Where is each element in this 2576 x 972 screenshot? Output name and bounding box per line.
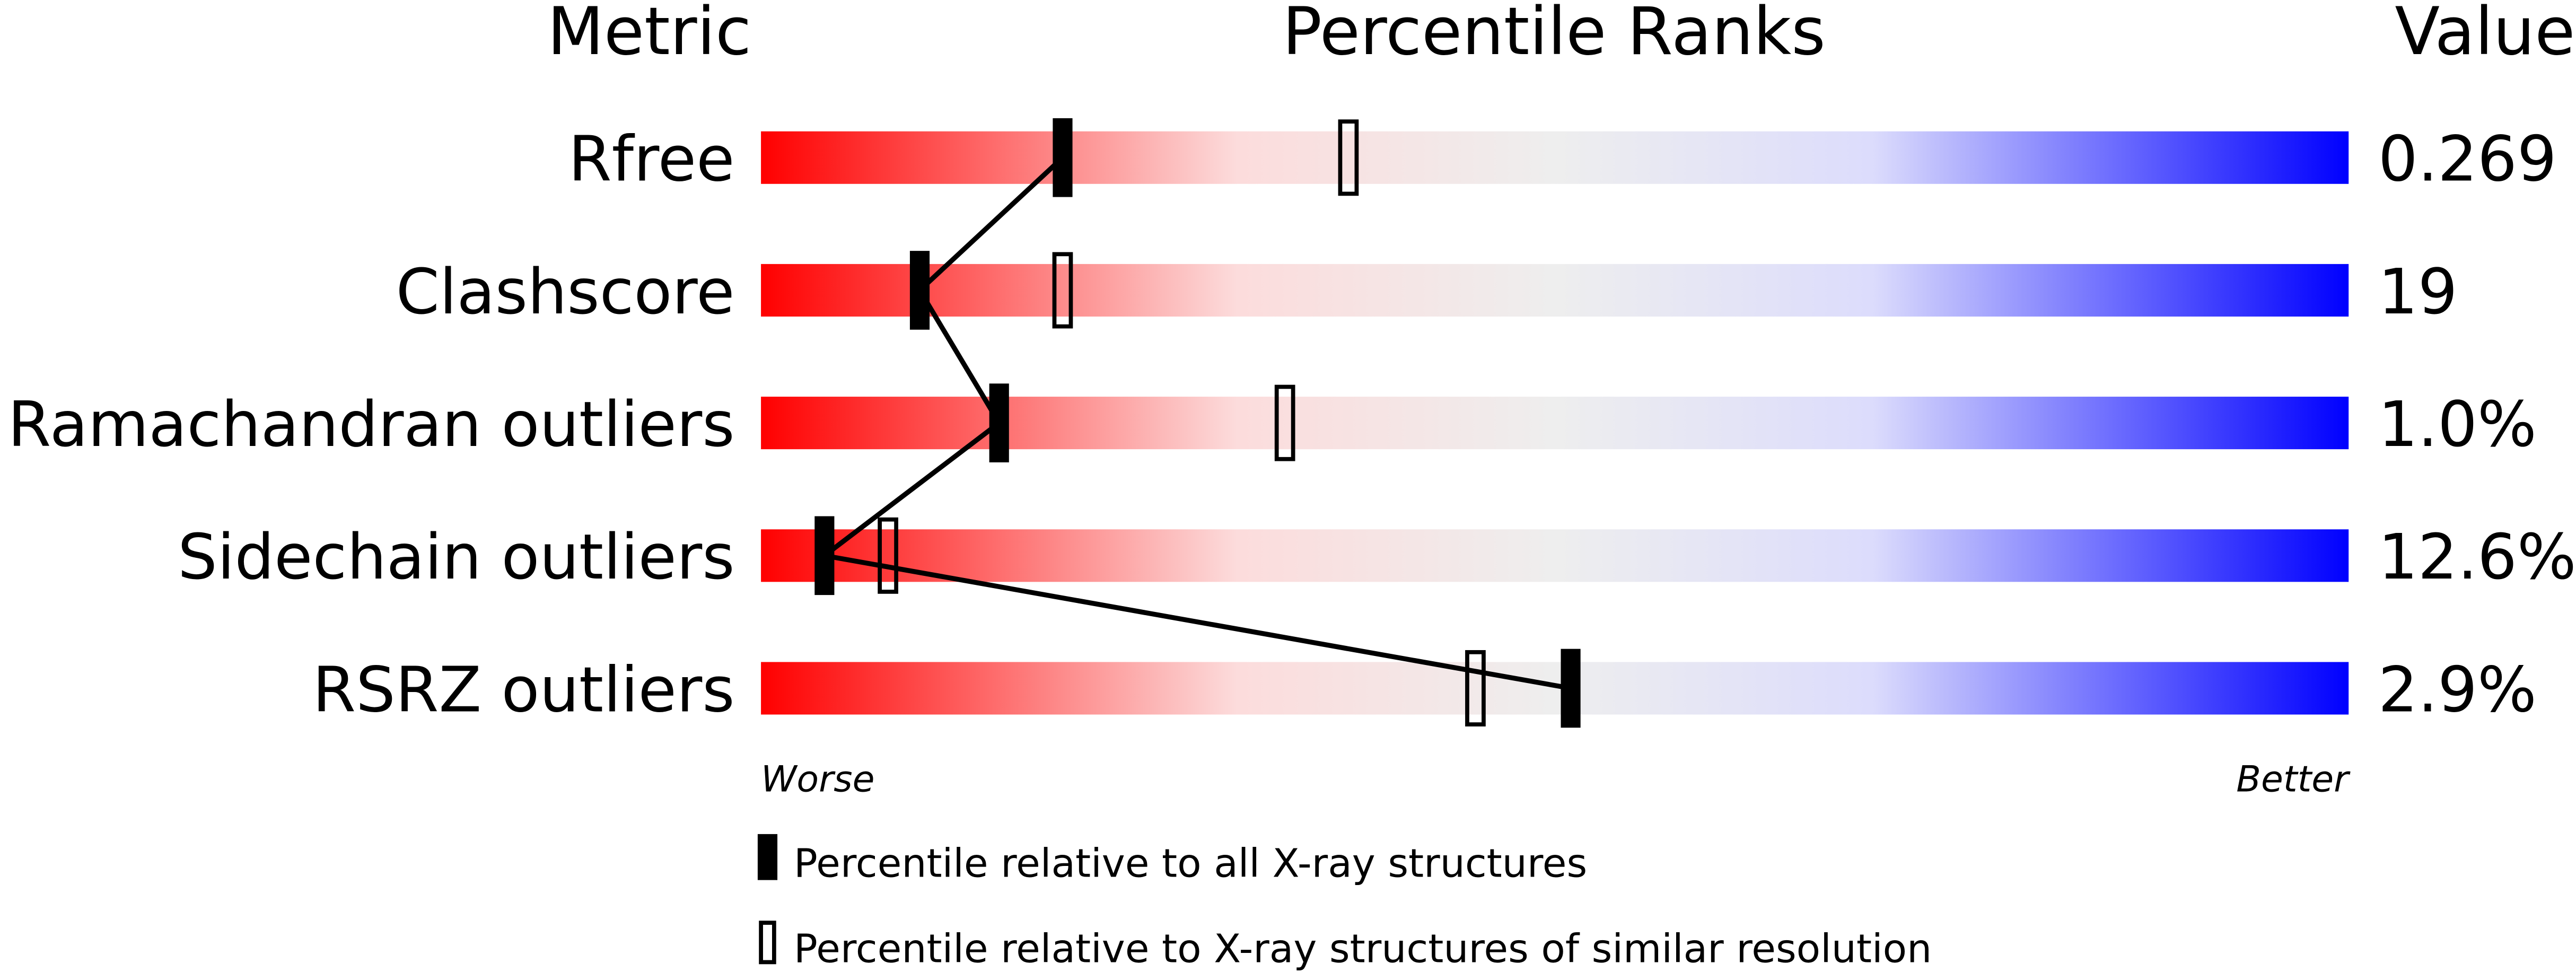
metric-value: 12.6% [2378, 521, 2576, 593]
metric-label: RSRZ outliers [312, 653, 734, 726]
percentile-bar [761, 529, 2349, 582]
percentile-bar [761, 662, 2349, 715]
better-label: Better [2236, 758, 2351, 800]
percentile-bar [761, 264, 2349, 317]
legend-all: Percentile relative to all X-ray structu… [794, 840, 1587, 886]
metric-value: 19 [2378, 256, 2458, 328]
metric-value: 2.9% [2378, 653, 2537, 726]
percentile-header: Percentile Ranks [1282, 0, 1825, 70]
similar-resolution-marker [1338, 119, 1359, 196]
value-header: Value [2395, 0, 2575, 70]
metric-value: 1.0% [2378, 388, 2537, 461]
metric-label: Ramachandran outliers [8, 388, 735, 461]
legend-open-marker [759, 921, 776, 965]
similar-resolution-marker [1274, 384, 1295, 461]
all-structures-marker [1053, 118, 1073, 197]
similar-resolution-marker [1052, 252, 1073, 329]
metric-value: 0.269 [2378, 123, 2557, 196]
metric-header: Metric [547, 0, 751, 70]
percentile-bar [761, 131, 2349, 184]
similar-resolution-marker [1465, 650, 1486, 726]
all-structures-marker [1561, 649, 1581, 728]
metric-label: Rfree [568, 123, 735, 196]
all-structures-marker [814, 516, 835, 596]
metric-label: Sidechain outliers [178, 521, 734, 593]
worse-label: Worse [761, 758, 874, 800]
all-structures-marker [989, 383, 1009, 462]
metric-label: Clashscore [396, 256, 735, 328]
similar-resolution-marker [878, 517, 898, 594]
percentile-bar [761, 397, 2349, 450]
legend-filled-marker [757, 834, 778, 880]
all-structures-marker [909, 251, 930, 330]
legend-similar: Percentile relative to X-ray structures … [794, 925, 1932, 971]
